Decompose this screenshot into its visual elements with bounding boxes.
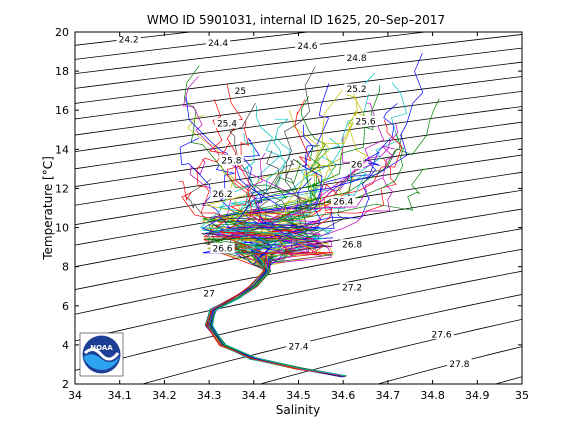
y-tick-label: 14 bbox=[55, 143, 69, 156]
contour-label: 24.6 bbox=[297, 42, 317, 52]
x-tick-label: 34 bbox=[68, 389, 82, 402]
x-tick-label: 34.5 bbox=[286, 389, 311, 402]
contour-label: 26.2 bbox=[212, 190, 232, 200]
y-tick-label: 4 bbox=[62, 339, 69, 352]
contour-label: 25.6 bbox=[356, 117, 376, 127]
y-tick-label: 8 bbox=[62, 261, 69, 274]
x-tick-label: 34.7 bbox=[376, 389, 401, 402]
y-tick-label: 10 bbox=[55, 222, 69, 235]
contour-label: 27 bbox=[203, 290, 214, 300]
profile-line bbox=[210, 53, 423, 377]
contour-label: 26 bbox=[351, 160, 363, 170]
contour-label: 24.8 bbox=[347, 54, 367, 64]
contour-label: 27.2 bbox=[342, 284, 362, 294]
chart-title: WMO ID 5901031, internal ID 1625, 20–Sep… bbox=[147, 13, 445, 27]
y-tick-label: 12 bbox=[55, 182, 69, 195]
y-tick-label: 6 bbox=[62, 300, 69, 313]
contour-label: 26.4 bbox=[333, 198, 353, 208]
x-tick-label: 34.8 bbox=[420, 389, 445, 402]
x-tick-label: 34.4 bbox=[242, 389, 267, 402]
contour-label: 25 bbox=[235, 87, 246, 97]
contour-label: 27.6 bbox=[432, 331, 452, 341]
y-axis-label: Temperature [°C] bbox=[41, 156, 55, 261]
x-tick-label: 34.1 bbox=[107, 389, 132, 402]
noaa-logo: NOAA bbox=[80, 333, 123, 376]
contour-label: 25.8 bbox=[221, 157, 241, 167]
x-tick-label: 34.2 bbox=[152, 389, 177, 402]
contour-label: 27.4 bbox=[288, 342, 308, 352]
contour-label: 25.4 bbox=[217, 119, 237, 129]
noaa-logo-text: NOAA bbox=[90, 344, 113, 352]
x-tick-label: 34.3 bbox=[197, 389, 222, 402]
density-contour bbox=[484, 0, 576, 423]
contour-label: 26.6 bbox=[212, 245, 232, 255]
profile-line bbox=[209, 169, 428, 376]
x-tick-label: 35 bbox=[515, 389, 529, 402]
contour-label: 26.8 bbox=[342, 241, 362, 251]
contour-label: 25.2 bbox=[347, 85, 367, 95]
y-tick-label: 20 bbox=[55, 26, 69, 39]
y-tick-label: 16 bbox=[55, 104, 69, 117]
y-tick-label: 2 bbox=[62, 378, 69, 391]
y-tick-label: 18 bbox=[55, 65, 69, 78]
x-tick-label: 34.9 bbox=[465, 389, 490, 402]
contour-label: 27.8 bbox=[449, 360, 469, 370]
x-tick-label: 34.6 bbox=[331, 389, 356, 402]
x-axis-label: Salinity bbox=[276, 403, 320, 417]
contour-label: 24.4 bbox=[208, 39, 228, 49]
contour-label: 24.2 bbox=[119, 35, 139, 45]
